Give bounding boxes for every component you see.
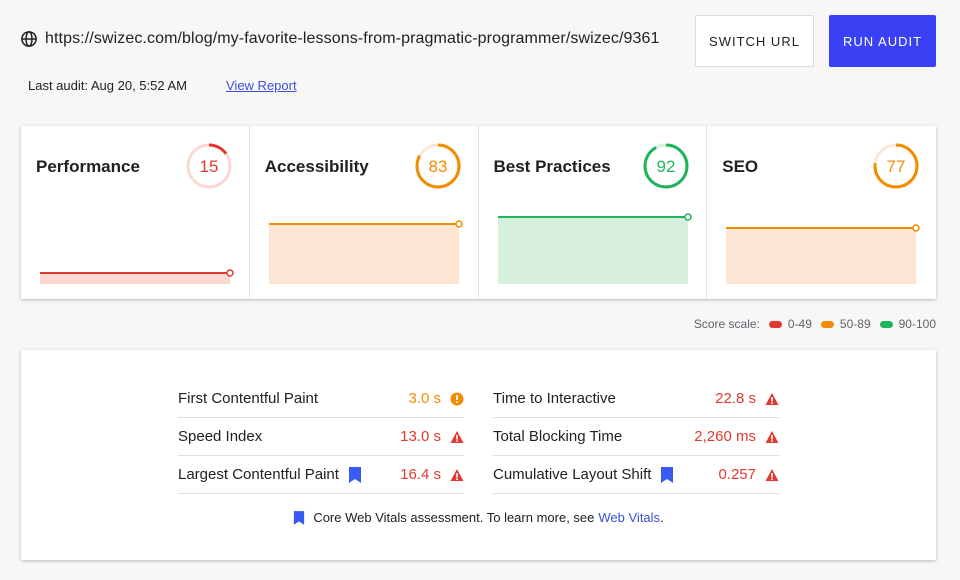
metric-value: 3.0 s xyxy=(408,390,464,407)
score-value: 83 xyxy=(428,157,447,176)
metric-label-text: Cumulative Layout Shift xyxy=(493,466,652,483)
metric-value: 16.4 s xyxy=(400,466,464,483)
metric-row-lcp: Largest Contentful Paint 16.4 s xyxy=(178,456,464,494)
score-value: 77 xyxy=(887,157,906,176)
scale-orange-swatch xyxy=(820,320,834,328)
metric-value: 22.8 s xyxy=(715,390,779,407)
audited-url: https://swizec.com/blog/my-favorite-less… xyxy=(45,30,660,47)
metric-label: Time to Interactive xyxy=(493,390,616,407)
metric-label: Speed Index xyxy=(178,428,263,445)
score-title: Best Practices xyxy=(493,157,611,176)
warning-triangle-icon xyxy=(450,430,464,443)
score-value: 92 xyxy=(657,157,676,176)
score-scale-label: Score scale: xyxy=(693,317,760,331)
metric-value: 13.0 s xyxy=(400,428,464,445)
warning-triangle-icon xyxy=(450,468,464,481)
metric-value-text: 13.0 s xyxy=(400,428,441,445)
metric-row-speed-index: Speed Index 13.0 s xyxy=(178,418,464,456)
footnote-end: . xyxy=(660,510,664,525)
score-gauge: 92 xyxy=(643,143,689,189)
metric-label: Largest Contentful Paint xyxy=(178,466,362,483)
scale-range-label: 0-49 xyxy=(787,317,812,331)
run-audit-button[interactable]: RUN AUDIT xyxy=(829,15,936,67)
score-scale-legend: Score scale: 0-49 50-89 90-100 xyxy=(694,317,936,331)
metric-value: 2,260 ms xyxy=(694,428,779,445)
score-title: SEO xyxy=(722,157,759,176)
metric-row-tti: Time to Interactive 22.8 s xyxy=(493,380,779,418)
globe-icon xyxy=(21,31,37,47)
metric-value-text: 16.4 s xyxy=(400,466,441,483)
metrics-column-right: Time to Interactive 22.8 s Total Blockin… xyxy=(493,380,779,494)
score-card-best-practices[interactable]: Best Practices 92 xyxy=(479,126,708,299)
scale-green-swatch xyxy=(879,320,893,328)
score-gauge: 77 xyxy=(873,143,919,189)
metric-value-text: 3.0 s xyxy=(408,390,441,407)
metrics-panel: First Contentful Paint 3.0 s Speed Index… xyxy=(21,350,936,560)
metric-row-fcp: First Contentful Paint 3.0 s xyxy=(178,380,464,418)
score-history-chart xyxy=(497,213,692,284)
metrics-column-left: First Contentful Paint 3.0 s Speed Index… xyxy=(178,380,464,494)
metric-value: 0.257 xyxy=(718,466,779,483)
metric-label: Cumulative Layout Shift xyxy=(493,466,674,483)
score-card-seo[interactable]: SEO 77 xyxy=(707,126,936,299)
switch-url-button[interactable]: SWITCH URL xyxy=(695,15,814,67)
metric-label: First Contentful Paint xyxy=(178,390,319,407)
score-history-chart xyxy=(40,269,234,284)
score-gauge: 15 xyxy=(186,143,232,189)
bookmark-icon xyxy=(294,510,305,525)
score-title: Performance xyxy=(36,157,140,176)
scale-range-label: 90-100 xyxy=(898,317,936,331)
metric-row-tbt: Total Blocking Time 2,260 ms xyxy=(493,418,779,456)
metric-value-text: 0.257 xyxy=(718,466,756,483)
scale-red-swatch xyxy=(768,320,782,328)
bookmark-icon xyxy=(661,466,674,483)
top-bar: https://swizec.com/blog/my-favorite-less… xyxy=(0,0,960,100)
warning-triangle-icon xyxy=(765,430,779,443)
warning-triangle-icon xyxy=(765,392,779,405)
scale-range-label: 50-89 xyxy=(839,317,871,331)
score-history-chart xyxy=(268,220,463,284)
score-card-accessibility[interactable]: Accessibility 83 xyxy=(250,126,479,299)
metric-row-cls: Cumulative Layout Shift 0.257 xyxy=(493,456,779,494)
view-report-link[interactable]: View Report xyxy=(226,78,297,93)
score-card-performance[interactable]: Performance 15 xyxy=(21,126,250,299)
info-circle-icon xyxy=(450,392,464,405)
score-gauge: 83 xyxy=(415,143,460,189)
core-web-vitals-note: Core Web Vitals assessment. To learn mor… xyxy=(21,510,936,525)
bookmark-icon xyxy=(348,466,361,483)
score-cards: Performance 15 Accessibility 83 Best Pra… xyxy=(21,126,936,299)
score-value: 15 xyxy=(199,157,218,176)
warning-triangle-icon xyxy=(765,468,779,481)
metric-value-text: 2,260 ms xyxy=(694,428,756,445)
metric-label-text: Largest Contentful Paint xyxy=(178,466,339,483)
last-audit-text: Last audit: Aug 20, 5:52 AM xyxy=(28,78,188,93)
web-vitals-link[interactable]: Web Vitals xyxy=(598,510,661,525)
metric-label: Total Blocking Time xyxy=(493,428,623,445)
metric-value-text: 22.8 s xyxy=(715,390,756,407)
footnote-text: Core Web Vitals assessment. To learn mor… xyxy=(313,510,595,525)
score-history-chart xyxy=(726,224,920,284)
score-title: Accessibility xyxy=(264,157,369,176)
url-row: https://swizec.com/blog/my-favorite-less… xyxy=(20,30,660,48)
